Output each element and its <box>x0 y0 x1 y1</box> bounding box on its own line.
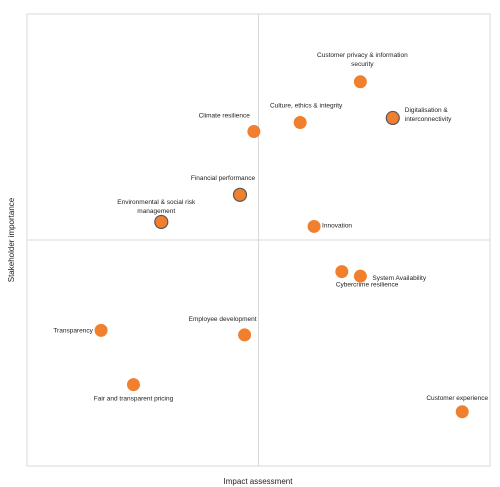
data-label-line: Financial performance <box>191 175 256 182</box>
data-label: Financial performance <box>191 175 256 182</box>
data-label: Transparency <box>53 327 93 334</box>
data-label: Cybercrime resilience <box>336 282 399 289</box>
data-label: Customer experience <box>426 395 488 402</box>
data-label-line: System Availability <box>372 275 426 282</box>
data-label-line: management <box>137 208 175 215</box>
data-point <box>353 75 367 89</box>
data-label-line: Innovation <box>322 222 352 229</box>
data-label: Customer privacy & information security <box>317 52 408 68</box>
data-label-line: Environmental & social risk <box>117 199 196 206</box>
y-axis-title: Stakeholder importance <box>7 197 16 282</box>
data-point <box>335 265 349 279</box>
data-label-line: Cybercrime resilience <box>336 282 399 289</box>
data-label: Digitalisation & interconnectivity <box>405 107 452 123</box>
data-label: Innovation <box>322 222 352 229</box>
data-label: Climate resilience <box>199 113 251 120</box>
data-label: Culture, ethics & integrity <box>270 102 343 109</box>
data-point <box>247 125 261 139</box>
data-label: Employee development <box>189 316 257 323</box>
data-label: System Availability <box>372 275 426 282</box>
data-point <box>232 187 248 202</box>
data-label-line: Digitalisation & <box>405 107 449 114</box>
data-label-line: security <box>351 61 374 68</box>
data-label-line: interconnectivity <box>405 116 452 123</box>
data-point <box>126 378 140 392</box>
data-point <box>293 115 307 129</box>
data-label: Environmental & social risk management <box>117 199 196 215</box>
data-label-line: Culture, ethics & integrity <box>270 102 343 109</box>
data-points <box>94 75 469 419</box>
data-point <box>455 405 469 419</box>
data-label-line: Customer privacy & information <box>317 52 408 59</box>
data-label-line: Fair and transparent pricing <box>94 396 174 403</box>
data-label-line: Employee development <box>189 316 257 323</box>
data-point <box>94 323 108 337</box>
data-label-line: Customer experience <box>426 395 488 402</box>
x-axis-title: Impact assessment <box>224 477 294 486</box>
data-point <box>353 269 367 283</box>
data-label: Fair and transparent pricing <box>94 396 174 403</box>
data-labels: Customer privacy & information security Di… <box>53 52 488 403</box>
data-label-line: Transparency <box>53 327 93 334</box>
data-point <box>385 110 400 126</box>
data-point <box>154 214 169 230</box>
data-label-line: Climate resilience <box>199 113 251 120</box>
data-point <box>307 219 321 233</box>
data-point <box>238 328 252 342</box>
